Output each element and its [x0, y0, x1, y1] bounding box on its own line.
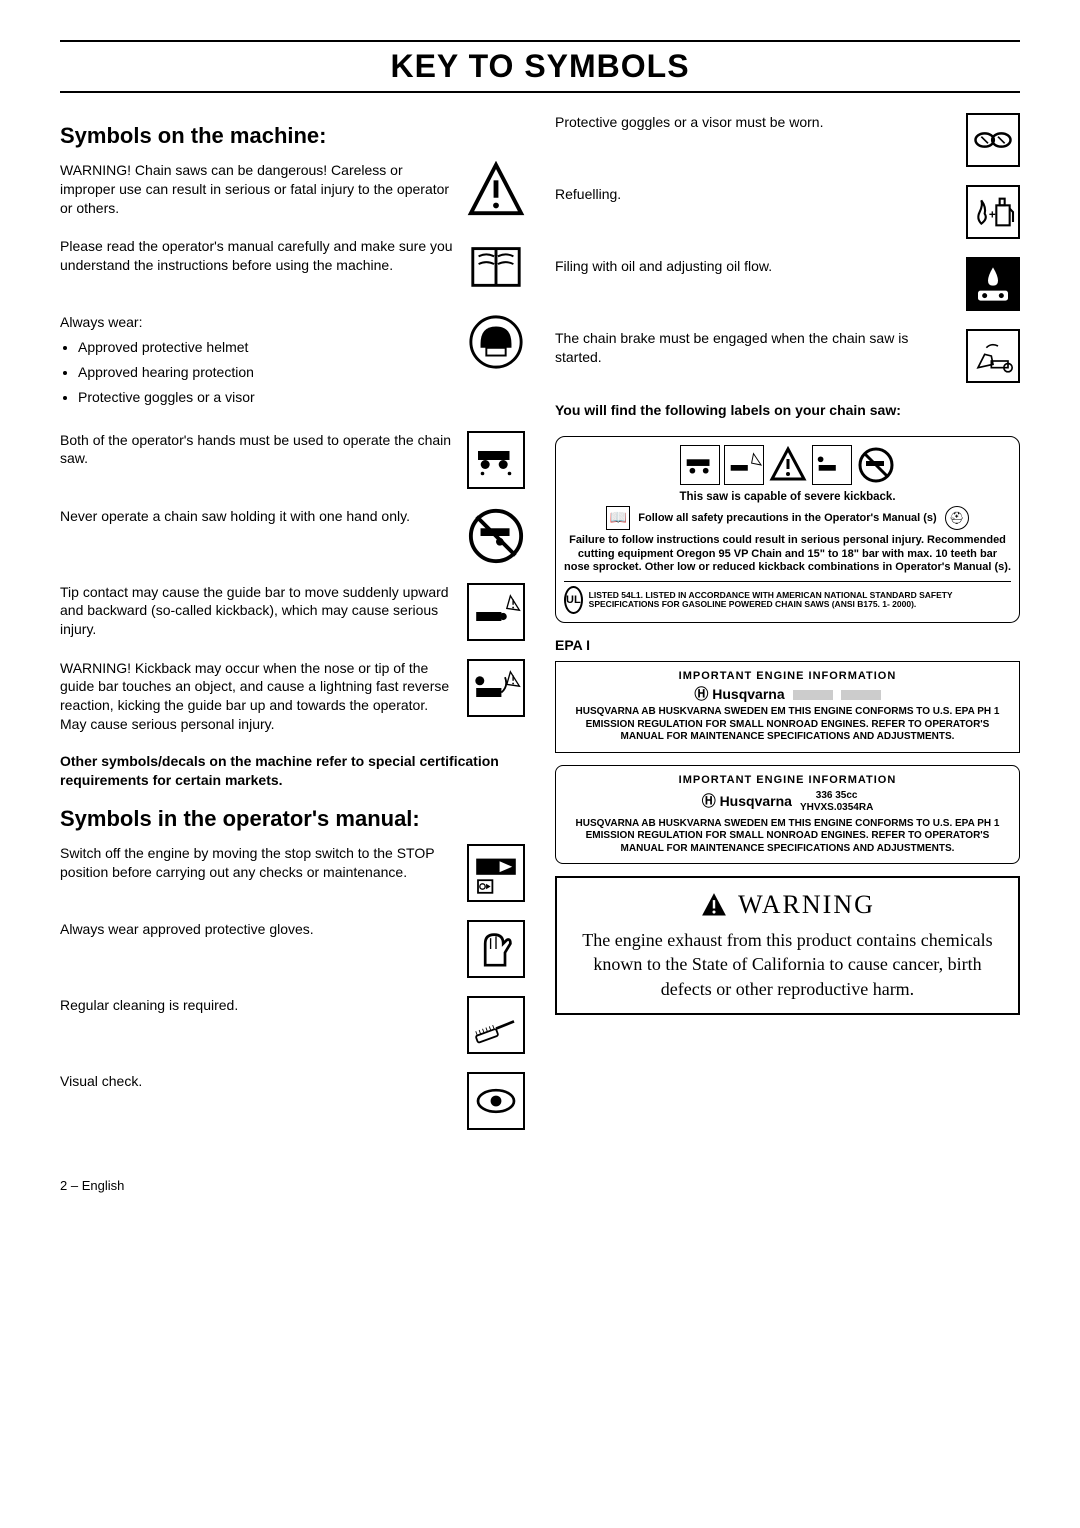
epa2-brand: Ⓗ Husqvarna — [702, 793, 792, 811]
mini-no-one-hand-icon — [856, 445, 896, 485]
mini-kickback-icon — [724, 445, 764, 485]
oil-text: Filing with oil and adjusting oil flow. — [555, 257, 954, 276]
eye-icon — [467, 1072, 525, 1130]
wear-list: Approved protective helmet Approved hear… — [78, 338, 455, 407]
cleaning-text: Regular cleaning is required. — [60, 996, 455, 1015]
brush-icon — [467, 996, 525, 1054]
goggles-text: Protective goggles or a visor must be wo… — [555, 113, 954, 132]
oil-icon — [966, 257, 1020, 311]
ul-text: LISTED 54L1. LISTED IN ACCORDANCE WITH A… — [589, 591, 1011, 610]
entry-kickback: WARNING! Kickback may occur when the nos… — [60, 659, 525, 735]
page-title: KEY TO SYMBOLS — [60, 40, 1020, 93]
goggles-icon — [966, 113, 1020, 167]
gloves-icon — [467, 920, 525, 978]
labels-intro: You will find the following labels on yo… — [555, 401, 1020, 420]
manual-book-icon — [467, 237, 525, 295]
mini-tip-icon — [812, 445, 852, 485]
tip-contact-icon — [467, 583, 525, 641]
two-hands-icon — [467, 431, 525, 489]
no-one-hand-icon — [467, 507, 525, 565]
ul-badge-icon: UL — [564, 586, 583, 614]
mini-two-hands-icon — [680, 445, 720, 485]
label-kickback-text: This saw is capable of severe kickback. — [564, 491, 1011, 503]
left-column: Symbols on the machine: WARNING! Chain s… — [60, 113, 525, 1148]
label-follow-row: 📖 Follow all safety precautions in the O… — [564, 506, 1011, 530]
always-wear-label: Always wear: — [60, 314, 142, 330]
epa-box-1: IMPORTANT ENGINE INFORMATION Ⓗ Husqvarna… — [555, 661, 1020, 753]
epa-box-2: IMPORTANT ENGINE INFORMATION Ⓗ Husqvarna… — [555, 765, 1020, 864]
section-machine-heading: Symbols on the machine: — [60, 123, 525, 149]
epa-heading: EPA I — [555, 637, 1020, 653]
entry-oil: Filing with oil and adjusting oil flow. — [555, 257, 1020, 311]
section-manual-heading: Symbols in the operator's manual: — [60, 806, 525, 832]
entry-cleaning: Regular cleaning is required. — [60, 996, 525, 1054]
kickback-text: WARNING! Kickback may occur when the nos… — [60, 659, 455, 735]
epa1-title: IMPORTANT ENGINE INFORMATION — [564, 670, 1011, 684]
epa2-title: IMPORTANT ENGINE INFORMATION — [564, 774, 1011, 788]
right-column: Protective goggles or a visor must be wo… — [555, 113, 1020, 1148]
entry-chain-brake: The chain brake must be engaged when the… — [555, 329, 1020, 383]
chain-brake-text: The chain brake must be engaged when the… — [555, 329, 954, 367]
tiny-book-icon: 📖 — [606, 506, 630, 530]
epa2-serial: YHVXS.0354RA — [800, 802, 873, 813]
label-follow-text: Follow all safety precautions in the Ope… — [638, 512, 936, 524]
entry-read-manual: Please read the operator's manual carefu… — [60, 237, 525, 295]
read-manual-text: Please read the operator's manual carefu… — [60, 237, 455, 275]
warning-header-icon — [700, 891, 728, 919]
kickback-icon — [467, 659, 525, 717]
ul-row: UL LISTED 54L1. LISTED IN ACCORDANCE WIT… — [564, 581, 1011, 614]
tip-contact-text: Tip contact may cause the guide bar to m… — [60, 583, 455, 640]
tiny-helmet-icon: ⛑ — [945, 506, 969, 530]
epa2-body: HUSQVARNA AB HUSKVARNA SWEDEN EM THIS EN… — [564, 818, 1011, 856]
always-wear-text: Always wear: Approved protective helmet … — [60, 313, 455, 413]
mini-warning-icon — [768, 445, 808, 485]
wear-item: Protective goggles or a visor — [78, 388, 455, 407]
entry-tip-contact: Tip contact may cause the guide bar to m… — [60, 583, 525, 641]
other-symbols-note: Other symbols/decals on the machine refe… — [60, 752, 525, 790]
warning-danger-text: WARNING! Chain saws can be dangerous! Ca… — [60, 161, 455, 218]
footer-language: English — [82, 1178, 125, 1193]
entry-always-wear: Always wear: Approved protective helmet … — [60, 313, 525, 413]
california-warning-box: WARNING The engine exhaust from this pro… — [555, 876, 1020, 1015]
label-body-text: Failure to follow instructions could res… — [564, 534, 1011, 575]
entry-refuelling: Refuelling. + — [555, 185, 1020, 239]
epa2-model: 336 35cc — [816, 790, 858, 801]
entry-warning-danger: WARNING! Chain saws can be dangerous! Ca… — [60, 161, 525, 219]
entry-visual-check: Visual check. — [60, 1072, 525, 1130]
entry-one-hand: Never operate a chain saw holding it wit… — [60, 507, 525, 565]
stop-switch-icon — [467, 844, 525, 902]
wear-item: Approved protective helmet — [78, 338, 455, 357]
warning-triangle-icon — [467, 161, 525, 219]
svg-text:+: + — [989, 209, 996, 222]
refuelling-text: Refuelling. — [555, 185, 954, 204]
warning-header: WARNING — [573, 890, 1002, 920]
visual-check-text: Visual check. — [60, 1072, 455, 1091]
switch-off-text: Switch off the engine by moving the stop… — [60, 844, 455, 882]
warning-body-text: The engine exhaust from this product con… — [573, 928, 1002, 1001]
gloves-text: Always wear approved protective gloves. — [60, 920, 455, 939]
entry-goggles: Protective goggles or a visor must be wo… — [555, 113, 1020, 167]
entry-two-hands: Both of the operator's hands must be use… — [60, 431, 525, 489]
chain-brake-icon — [966, 329, 1020, 383]
epa1-brand: Ⓗ Husqvarna — [694, 686, 784, 704]
columns: Symbols on the machine: WARNING! Chain s… — [60, 113, 1020, 1148]
footer-page-number: 2 — [60, 1178, 67, 1193]
two-hands-text: Both of the operator's hands must be use… — [60, 431, 455, 469]
fuel-icon: + — [966, 185, 1020, 239]
entry-gloves: Always wear approved protective gloves. — [60, 920, 525, 978]
entry-switch-off: Switch off the engine by moving the stop… — [60, 844, 525, 902]
epa1-body: HUSQVARNA AB HUSKVARNA SWEDEN EM THIS EN… — [564, 706, 1011, 744]
wear-item: Approved hearing protection — [78, 363, 455, 382]
label-icons-row — [564, 445, 1011, 485]
page-footer: 2 – English — [60, 1178, 1020, 1193]
warning-title: WARNING — [738, 890, 875, 920]
helmet-icon — [467, 313, 525, 371]
safety-label: This saw is capable of severe kickback. … — [555, 436, 1020, 623]
one-hand-text: Never operate a chain saw holding it wit… — [60, 507, 455, 526]
